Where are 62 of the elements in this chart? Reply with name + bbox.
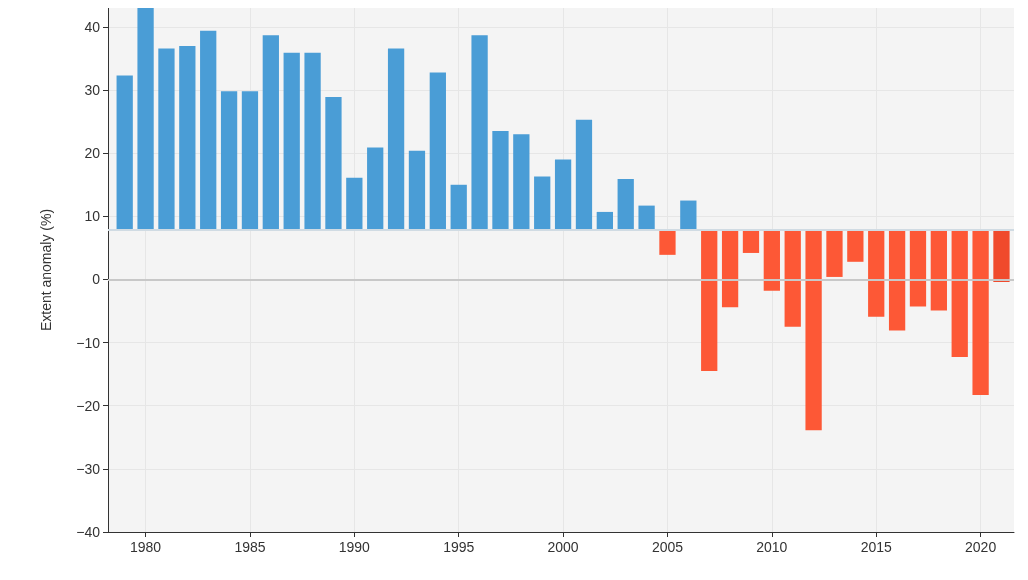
bar — [617, 179, 634, 231]
y-axis-title: Extent anomaly (%) — [38, 208, 54, 332]
y-tick-label: 0 — [92, 271, 101, 288]
bar — [742, 230, 760, 253]
bar — [367, 147, 384, 231]
bar — [471, 35, 488, 231]
bar — [450, 184, 467, 231]
bar — [283, 52, 300, 231]
bar — [492, 131, 509, 231]
bar — [116, 75, 133, 231]
x-tick-label: 2000 — [547, 539, 579, 555]
bar — [534, 176, 551, 231]
x-tick-label: 1990 — [338, 539, 371, 555]
bar — [408, 150, 426, 231]
bar — [763, 230, 780, 291]
bar — [325, 97, 342, 231]
y-tick-label: −10 — [76, 334, 101, 351]
y-tick-label: 40 — [84, 18, 101, 35]
bar — [784, 230, 801, 327]
bar — [200, 30, 217, 231]
x-tick-label: 2015 — [860, 539, 892, 555]
bar — [659, 230, 676, 255]
bar — [826, 230, 843, 277]
bar — [158, 48, 175, 231]
bar — [137, 8, 154, 231]
y-tick-label: −30 — [76, 460, 101, 477]
bar — [930, 230, 947, 311]
bar — [596, 211, 613, 231]
bar — [972, 230, 989, 395]
x-tick-label: 2005 — [651, 539, 684, 555]
bar — [993, 230, 1010, 282]
x-tick-label: 1980 — [130, 539, 162, 555]
y-tick-label: 10 — [84, 208, 101, 225]
bar — [701, 230, 718, 372]
x-tick-label: 2020 — [965, 539, 997, 555]
bar — [513, 134, 530, 231]
bar — [179, 45, 196, 231]
bar — [721, 230, 739, 308]
bar — [638, 205, 655, 231]
bar — [346, 177, 363, 231]
bar — [575, 119, 593, 231]
bar — [387, 48, 405, 231]
y-tick-label: −20 — [76, 397, 101, 414]
bar — [220, 91, 238, 231]
bar — [262, 35, 279, 231]
bar — [680, 200, 697, 231]
y-tick-label: −40 — [76, 524, 101, 540]
bar — [429, 72, 446, 231]
bar — [554, 159, 572, 231]
bar — [847, 230, 864, 262]
x-tick-label: 1995 — [443, 539, 475, 555]
bar — [805, 230, 822, 431]
y-tick-label: 30 — [84, 82, 101, 99]
y-tick-label: 20 — [84, 145, 101, 162]
x-tick-label: 2010 — [756, 539, 788, 555]
x-tick-label: 1985 — [234, 539, 266, 555]
bar — [241, 91, 259, 231]
bar — [868, 230, 885, 317]
bar — [951, 230, 968, 358]
bar — [888, 230, 906, 331]
bar — [304, 52, 321, 231]
bar — [909, 230, 927, 307]
